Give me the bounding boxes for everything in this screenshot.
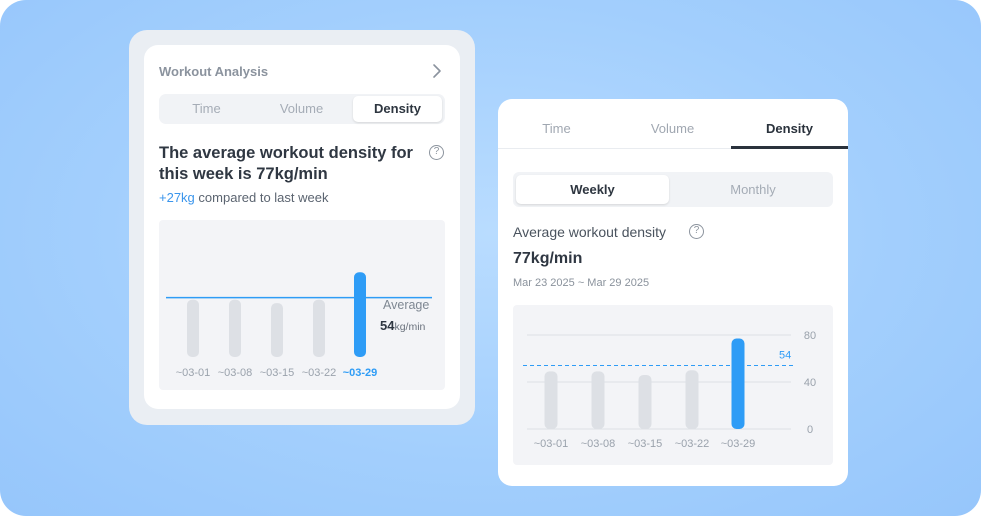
- x-tick-label: ~03-15: [628, 438, 663, 450]
- x-tick-label: ~03-29: [721, 438, 756, 450]
- chart-bar[interactable]: [313, 299, 325, 357]
- tab-density[interactable]: Density: [353, 96, 442, 122]
- x-tick-label: ~03-08: [581, 438, 616, 450]
- chart-bar[interactable]: [271, 303, 283, 357]
- x-tick-label: ~03-01: [176, 367, 211, 379]
- y-tick-label: 40: [804, 377, 816, 389]
- density-detail-card: Time Volume Density Weekly Monthly Avera…: [498, 99, 848, 486]
- help-icon[interactable]: ?: [429, 145, 444, 160]
- right-bar-chart: 0 40 80 ~03-01 ~03-08 ~03-15 ~03-22 ~03-29 54: [513, 305, 833, 465]
- comparison-text: +27kg compared to last week: [159, 190, 329, 205]
- tab-volume[interactable]: Volume: [279, 101, 324, 116]
- chart-bar[interactable]: [187, 299, 199, 357]
- density-headline: The average workout density for this wee…: [159, 144, 413, 183]
- chart-bar[interactable]: [544, 371, 558, 429]
- card-title: Workout Analysis: [159, 64, 269, 79]
- tab-time[interactable]: Time: [542, 121, 571, 136]
- tab-density[interactable]: Density: [766, 121, 813, 136]
- metric-tab-bar: Time Volume Density: [498, 99, 848, 149]
- date-range: Mar 23 2025 ~ Mar 29 2025: [513, 277, 650, 289]
- help-icon[interactable]: ?: [689, 224, 704, 239]
- active-tab-indicator: [731, 146, 848, 149]
- average-value: 54kg/min: [380, 318, 425, 333]
- comparison-label: compared to last week: [198, 190, 329, 205]
- right-chart-svg: 0 40 80 ~03-01 ~03-08 ~03-15 ~03-22 ~03-29 54: [523, 330, 816, 450]
- chart-bar[interactable]: [685, 370, 699, 429]
- chart-bar[interactable]: [354, 272, 366, 357]
- tab-volume[interactable]: Volume: [650, 121, 695, 136]
- x-tick-label: ~03-15: [260, 367, 295, 379]
- y-tick-label: 80: [804, 330, 816, 342]
- density-subtitle: Average workout density: [513, 224, 667, 240]
- average-number: 54: [380, 318, 395, 333]
- metric-tabs: Time Volume Density: [159, 94, 445, 124]
- left-chart-svg: ~03-01 ~03-08 ~03-15 ~03-22 ~03-29: [166, 272, 432, 379]
- x-tick-label: ~03-01: [534, 438, 569, 450]
- average-value-label: 54: [779, 350, 791, 362]
- period-monthly[interactable]: Monthly: [730, 182, 776, 197]
- x-tick-label: ~03-22: [302, 367, 337, 379]
- chart-bar[interactable]: [638, 374, 652, 429]
- tab-time[interactable]: Time: [192, 101, 221, 116]
- chart-bar[interactable]: [591, 371, 605, 429]
- period-weekly[interactable]: Weekly: [516, 175, 669, 204]
- y-tick-label: 0: [807, 424, 813, 436]
- density-value: 77kg/min: [513, 250, 583, 267]
- chart-bar[interactable]: [229, 299, 241, 357]
- x-tick-label: ~03-29: [343, 367, 378, 379]
- chevron-right-icon[interactable]: [430, 63, 444, 79]
- average-unit: kg/min: [394, 321, 426, 333]
- workout-analysis-card: Workout Analysis Time Volume Density The…: [144, 45, 460, 409]
- left-bar-chart: ~03-01 ~03-08 ~03-15 ~03-22 ~03-29 Average 5…: [159, 220, 445, 390]
- period-toggle: Weekly Monthly: [513, 172, 833, 207]
- average-label: Average: [383, 298, 430, 312]
- x-tick-label: ~03-08: [218, 367, 253, 379]
- x-tick-label: ~03-22: [675, 438, 710, 450]
- chart-bar[interactable]: [731, 338, 745, 429]
- comparison-delta: +27kg: [159, 190, 195, 205]
